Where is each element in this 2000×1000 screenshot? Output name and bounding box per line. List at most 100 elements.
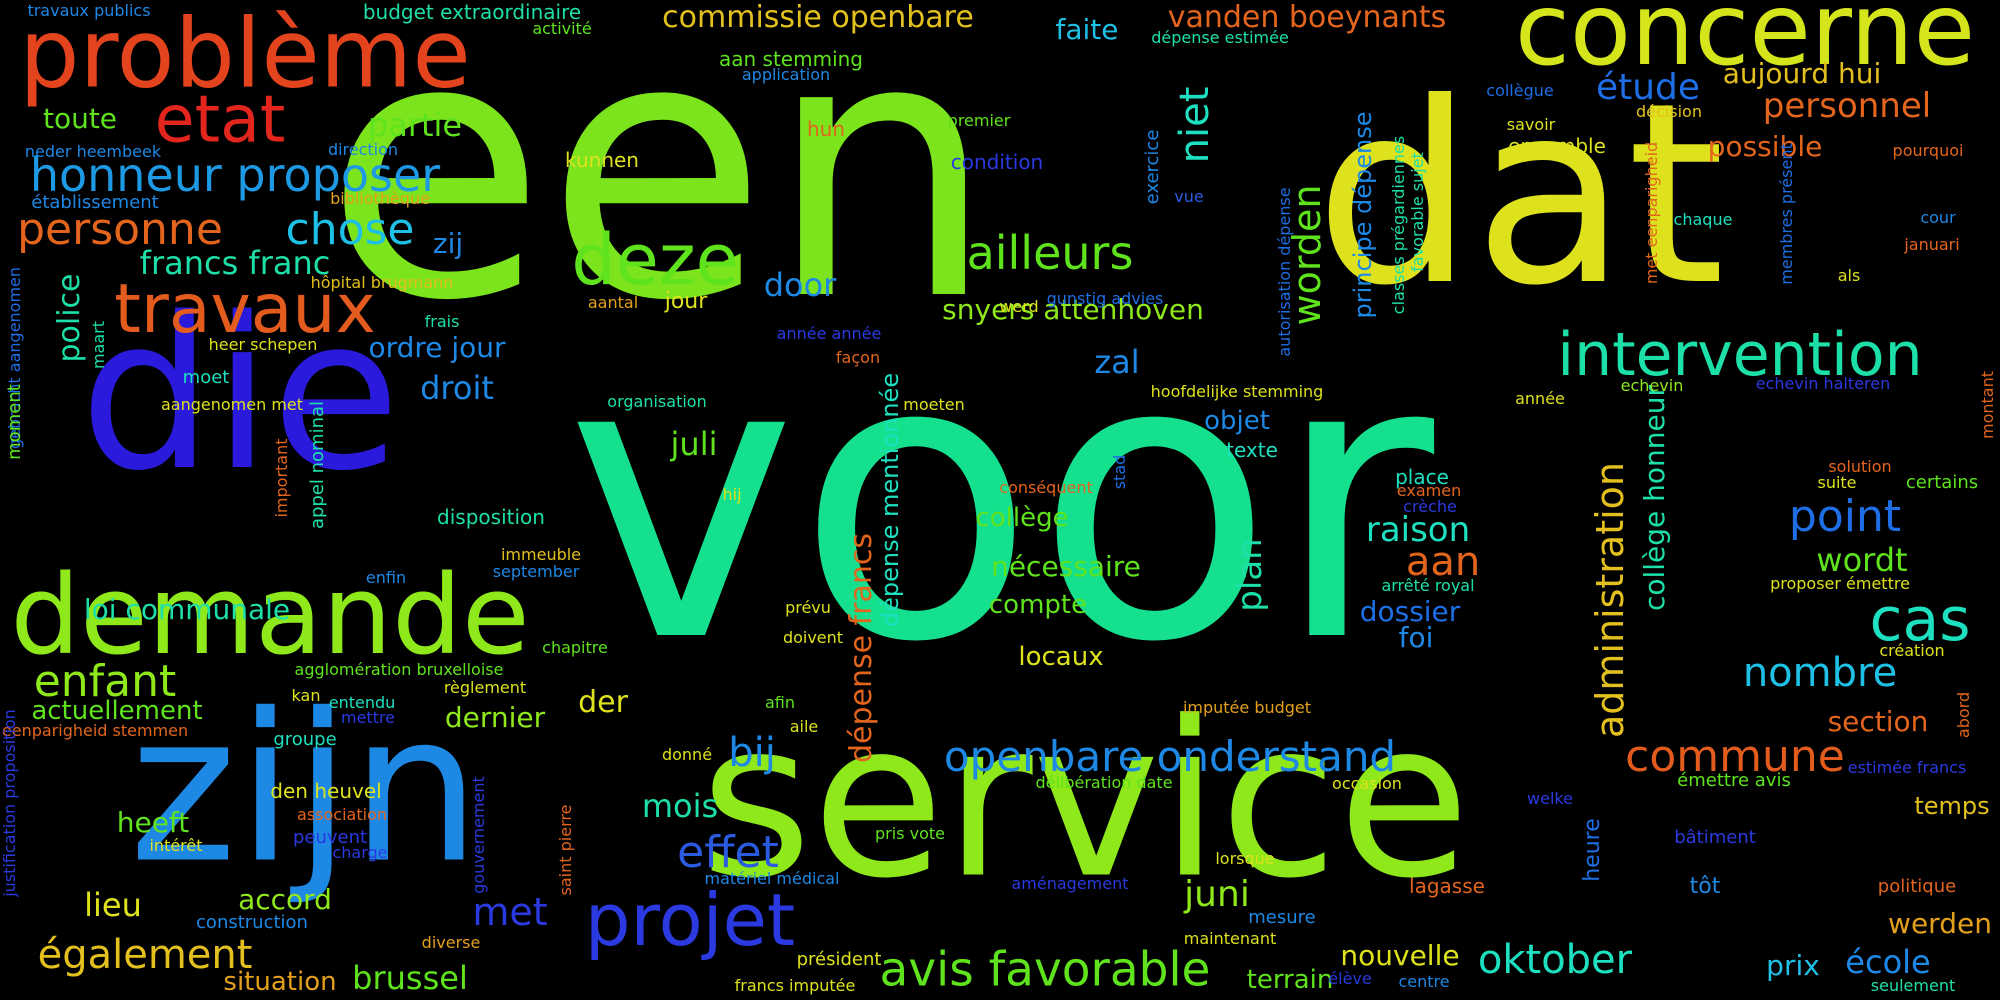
word: moeten: [903, 395, 965, 414]
word: hun: [806, 117, 846, 141]
word: possible: [1707, 130, 1823, 163]
word: conséquent: [999, 478, 1093, 497]
word: seulement: [1870, 976, 1956, 995]
word: voor: [565, 273, 1435, 727]
word: année: [1515, 389, 1565, 408]
word: pris vote: [875, 824, 945, 843]
word: bâtiment: [1674, 827, 1756, 848]
word: kan: [291, 686, 321, 705]
word: problème: [19, 0, 471, 110]
word: immeuble: [500, 545, 582, 564]
word: kunnen: [565, 148, 639, 172]
word: ensemble: [1508, 134, 1606, 158]
word: exercice: [1142, 129, 1163, 205]
word: façon: [835, 348, 881, 367]
word: également: [37, 932, 253, 978]
word: droit: [420, 369, 494, 407]
word: januari: [1904, 235, 1960, 254]
word: année année: [776, 324, 882, 343]
word: construction: [196, 912, 308, 933]
word: ailleurs: [966, 226, 1134, 280]
word: abord: [1954, 691, 1973, 739]
word: point: [1788, 491, 1902, 542]
word: accord: [238, 883, 332, 916]
word: activité: [532, 19, 592, 38]
word: certains: [1905, 472, 1979, 493]
word: locaux: [1018, 642, 1104, 672]
word: commune: [1625, 731, 1845, 782]
word: collègue: [1486, 81, 1554, 100]
word: entendu: [328, 693, 396, 712]
word: centre: [1398, 972, 1450, 991]
word: justification proposition: [0, 709, 19, 897]
word: imputée budget: [1182, 698, 1312, 717]
word: nécessaire: [991, 550, 1141, 583]
word: door: [763, 266, 837, 304]
word: mesure: [1248, 907, 1316, 928]
word: estimée francs: [1847, 758, 1967, 777]
word: pourquoi: [1892, 141, 1964, 160]
word: oktober: [1477, 937, 1633, 983]
word: heeft: [116, 806, 190, 839]
word: mettre: [340, 708, 396, 727]
word: premier: [947, 111, 1011, 130]
word: montant: [1978, 370, 1997, 440]
word: maart: [89, 320, 108, 370]
word: chose: [285, 204, 415, 255]
word: foi: [1398, 621, 1434, 654]
word: commissie openbare: [662, 0, 974, 35]
word: aile: [789, 717, 819, 736]
word: tôt: [1689, 874, 1721, 899]
word: matériel médical: [704, 869, 840, 888]
word: mois: [641, 787, 719, 825]
word: hij: [722, 485, 742, 504]
word: condition: [950, 150, 1044, 174]
word: avis favorable: [879, 942, 1211, 998]
word: nouvelle: [1340, 939, 1460, 972]
word: dernier: [444, 701, 546, 734]
word: section: [1827, 705, 1929, 738]
word: die: [79, 272, 401, 517]
word: objet: [1204, 406, 1270, 436]
word: important: [272, 438, 291, 518]
word: compte: [988, 590, 1088, 620]
word: moment: [4, 384, 25, 460]
word: autorisation dépense: [1275, 187, 1294, 357]
word: juli: [670, 425, 718, 463]
word: brussel: [352, 959, 468, 997]
word: saint pierre: [556, 804, 575, 896]
word: echevin halteren: [1755, 374, 1891, 393]
word: budget extraordinaire: [362, 0, 582, 24]
word: honneur proposer: [29, 148, 441, 202]
word: membres présent: [1777, 143, 1796, 285]
word: partie: [367, 106, 463, 144]
word: jour: [664, 289, 708, 314]
word: aménagement: [1011, 874, 1129, 893]
word: niet: [1172, 86, 1218, 164]
word: dossier: [1359, 595, 1461, 628]
word: cour: [1920, 208, 1956, 227]
word: neder heembeek: [24, 142, 162, 161]
word: actuellement: [31, 696, 203, 726]
word: enfant: [33, 656, 177, 707]
word: nombre: [1742, 650, 1898, 696]
word: organisation: [607, 392, 707, 411]
word: aantal: [587, 293, 639, 312]
word: classes prégardiennes: [1389, 135, 1408, 315]
word: francs imputée: [734, 976, 856, 995]
word: délibération date: [1035, 773, 1173, 792]
word: dat: [1315, 49, 1725, 340]
word: administration: [1588, 461, 1632, 739]
word: moet: [182, 367, 230, 388]
word: zijn: [129, 670, 481, 909]
word: ordre jour: [368, 331, 506, 364]
word: enfin: [365, 568, 407, 587]
word: hoofdelijke stemming: [1150, 382, 1324, 401]
word: étude: [1595, 67, 1701, 108]
word: élève: [1328, 969, 1372, 988]
word: dépense mentionnée: [876, 372, 904, 628]
word: travaux publics: [27, 1, 151, 20]
word: effet: [677, 827, 779, 878]
word: proposer émettre: [1770, 574, 1910, 593]
